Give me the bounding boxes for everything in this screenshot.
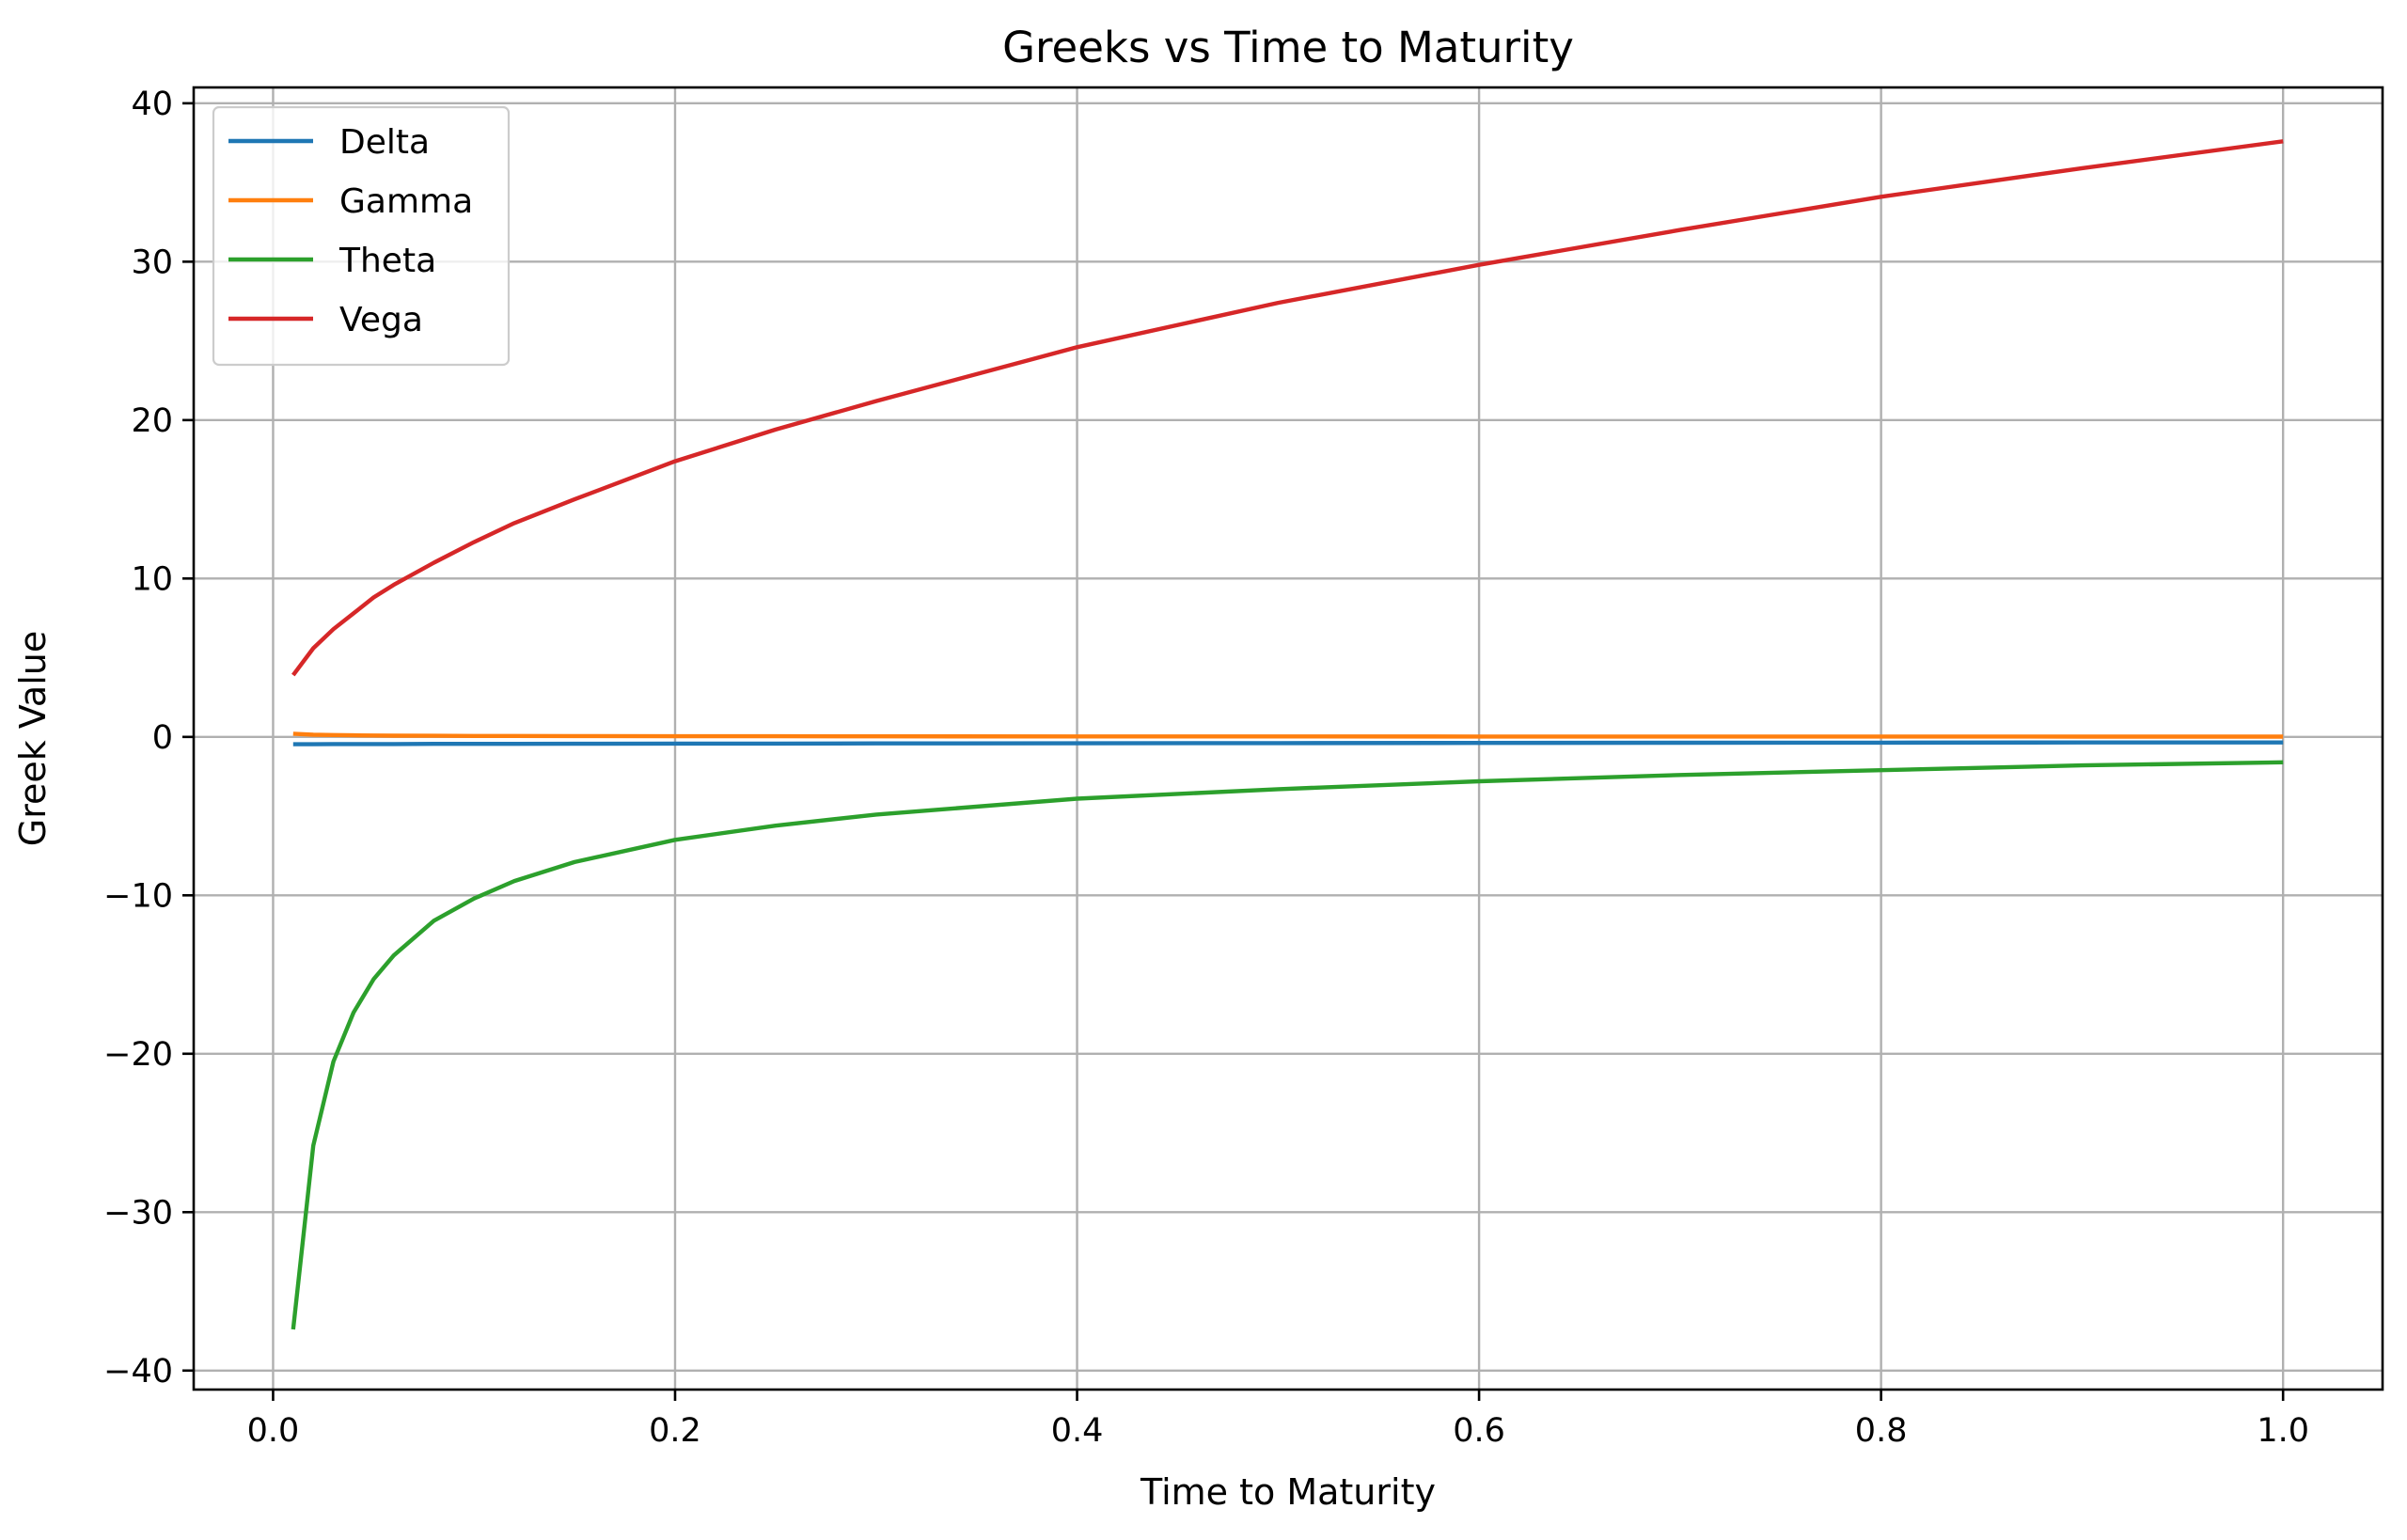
x-tick-label: 1.0 [2257,1412,2309,1450]
legend-label-delta: Delta [339,123,430,162]
legend-label-gamma: Gamma [339,182,473,221]
series-lines [291,139,2284,1330]
x-axis-label: Time to Maturity [1140,1471,1436,1513]
y-tick-label: −30 [103,1194,173,1232]
y-tick-label: 0 [152,719,173,757]
x-tick-label: 0.8 [1855,1412,1908,1450]
x-tick-label: 0.2 [649,1412,701,1450]
x-tick-label: 0.0 [247,1412,300,1450]
plot-frame [192,86,2384,1391]
x-tick-label: 0.4 [1051,1412,1104,1450]
y-tick-label: −20 [103,1036,173,1074]
series-line-delta [292,740,2284,746]
y-tick-label: 30 [131,244,173,281]
series-line-vega [291,139,2284,677]
chart-title: Greeks vs Time to Maturity [1002,23,1574,72]
y-tick-label: −10 [103,877,173,915]
x-tick-label: 0.6 [1453,1412,1505,1450]
legend-label-theta: Theta [338,242,436,280]
series-line-theta [291,760,2284,1330]
y-tick-label: 40 [131,86,173,123]
y-tick-label: 10 [131,560,173,598]
y-axis-label: Greek Value [12,631,54,846]
ticks: 0.0 0.2 0.4 0.6 0.8 1.0 −40 −30 −20 −10 0 10 20 30 40 [103,86,2309,1450]
y-tick-label: 20 [131,402,173,440]
series-line-gamma [292,731,2284,739]
legend-label-vega: Vega [339,301,423,339]
legend: Delta Gamma Theta Vega [212,105,511,367]
legend-box [212,105,511,367]
y-tick-label: −40 [103,1353,173,1391]
